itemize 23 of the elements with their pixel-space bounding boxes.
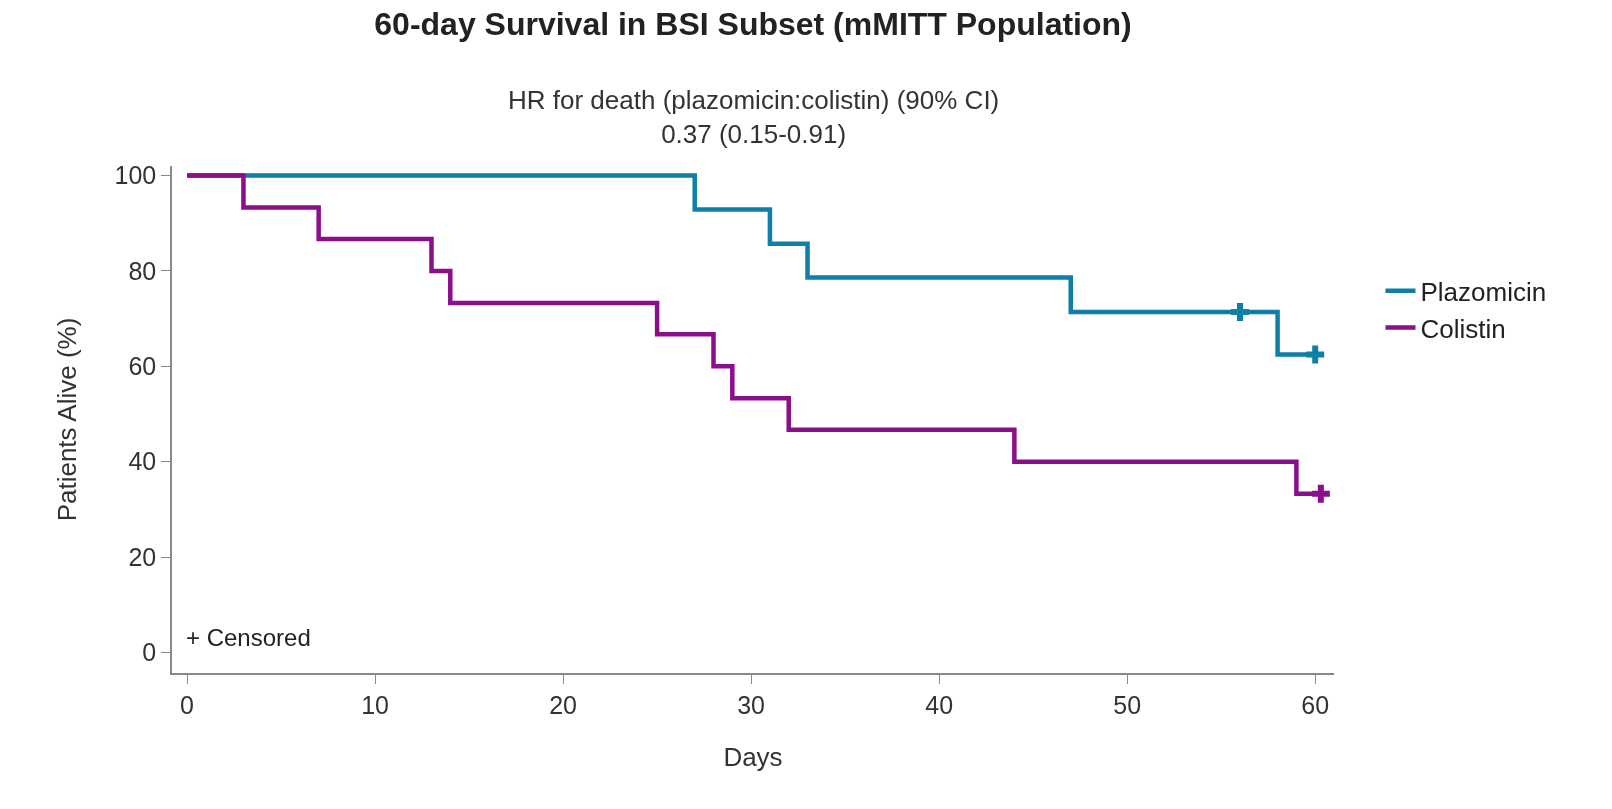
x-tick-label: 60 [1301,690,1330,719]
y-tick-label: 20 [128,542,157,571]
x-tick-label: 0 [180,690,194,719]
y-tick-label: 60 [128,352,157,381]
y-tick-label: 80 [128,256,157,285]
y-axis-title: Patients Alive (%) [52,317,83,522]
annotation: + Censored [186,624,311,651]
legend-label: Plazomicin [1420,276,1547,307]
x-tick-label: 30 [737,690,766,719]
point [1311,484,1330,503]
point [1306,345,1325,364]
y-tick-label: 0 [142,638,157,667]
chart-subtitle: HR for death (plazomicin:colistin) (90% CI) 0.37 (0.15-0.91) [508,85,1000,149]
x-tick-label: 20 [549,690,577,719]
point [1230,302,1249,321]
y-tick-label: 100 [114,161,157,190]
y-tick-label: 40 [128,447,157,476]
chart-title: 60-day Survival in BSI Subset (mMITT Population) [374,5,1132,42]
x-tick-label: 50 [1113,690,1142,719]
legend-label: Colistin [1420,313,1506,344]
x-tick-label: 40 [925,690,954,719]
x-axis-title: Days [723,741,783,772]
x-tick-label: 10 [361,690,389,719]
